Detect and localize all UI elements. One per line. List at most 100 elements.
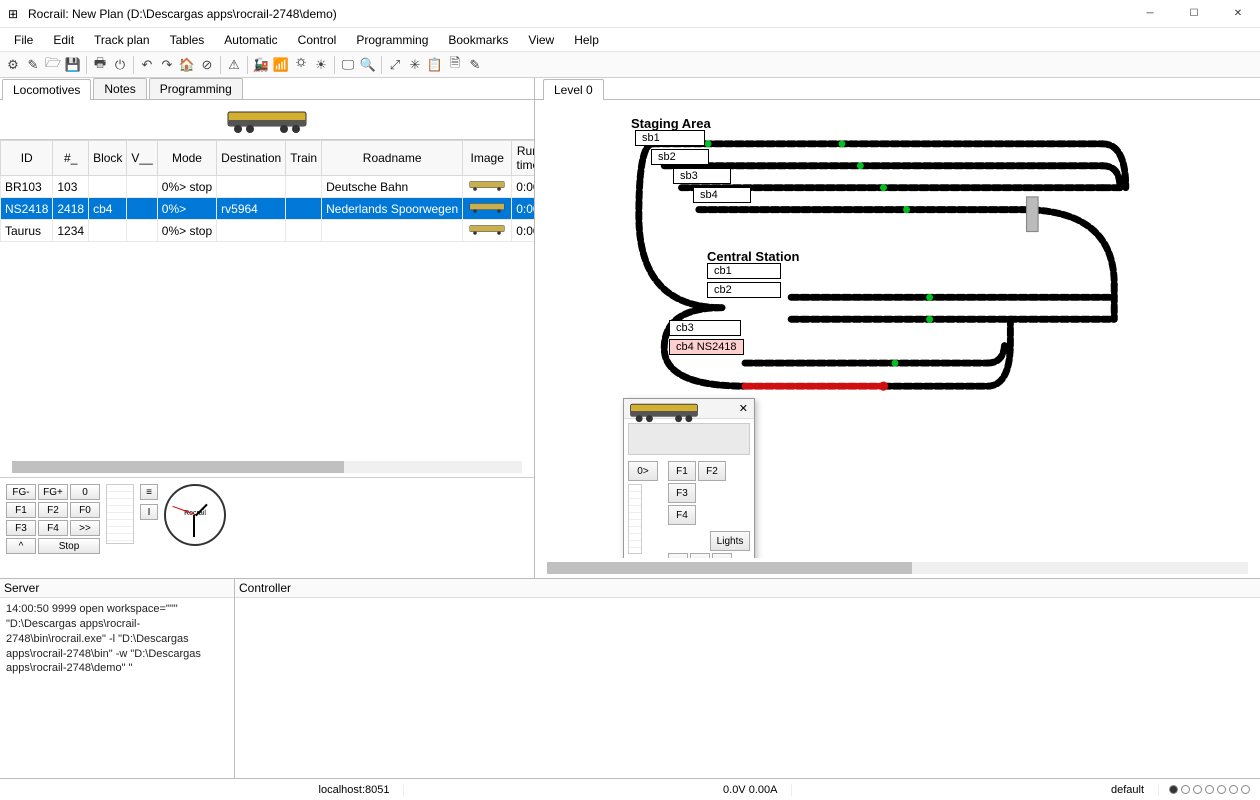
tab-level0[interactable]: Level 0 — [543, 79, 604, 100]
fn-btn-F0[interactable]: F0 — [70, 502, 100, 518]
minimize-button[interactable]: ─ — [1128, 0, 1172, 28]
fn-btn-F1[interactable]: F1 — [6, 502, 36, 518]
throttle-close-icon[interactable]: ✕ — [739, 402, 748, 415]
toolbar-btn-3[interactable]: 💾 — [64, 56, 82, 74]
status-power: 0.0V 0.00A — [709, 784, 792, 796]
fn-btn-FG-[interactable]: FG- — [6, 484, 36, 500]
menu-track-plan[interactable]: Track plan — [84, 30, 160, 50]
menu-tables[interactable]: Tables — [160, 30, 215, 50]
log-area: Server 14:00:50 9999 open workspace=""" … — [0, 578, 1260, 778]
toolbar-btn-20[interactable]: 🗎 — [446, 56, 464, 74]
col-[interactable]: #_ — [53, 141, 89, 176]
table-hscroll[interactable] — [12, 461, 522, 473]
block-sb3[interactable]: sb3 — [673, 168, 731, 184]
toolbar-btn-18[interactable]: ✳ — [406, 56, 424, 74]
menu-bookmarks[interactable]: Bookmarks — [438, 30, 518, 50]
lights-button[interactable]: Lights — [710, 531, 750, 551]
menu-view[interactable]: View — [518, 30, 564, 50]
fn-btn-0[interactable]: 0 — [70, 484, 100, 500]
fn-btn-^[interactable]: ^ — [6, 538, 36, 554]
toolbar-btn-5[interactable]: ⏻ — [111, 56, 129, 74]
throttle-small->>[interactable]: >> — [712, 553, 732, 558]
fn-btn-FG+[interactable]: FG+ — [38, 484, 68, 500]
block-cb3[interactable]: cb3 — [669, 320, 741, 336]
toolbar-btn-15[interactable]: 🖵 — [339, 56, 357, 74]
toolbar-btn-8[interactable]: 🏠 — [178, 56, 196, 74]
tab-locomotives[interactable]: Locomotives — [2, 79, 91, 100]
menu-file[interactable]: File — [4, 30, 43, 50]
menu-programming[interactable]: Programming — [346, 30, 438, 50]
fn-btn->>[interactable]: >> — [70, 520, 100, 536]
toolbar-btn-6[interactable]: ↶ — [138, 56, 156, 74]
col-mode[interactable]: Mode — [157, 141, 216, 176]
block-sb1[interactable]: sb1 — [635, 130, 705, 146]
toolbar-btn-19[interactable]: 📋 — [426, 56, 444, 74]
speed-slider[interactable] — [106, 484, 134, 544]
throttle-f2[interactable]: F2 — [698, 461, 726, 481]
menu-bar: FileEditTrack planTablesAutomaticControl… — [0, 28, 1260, 52]
block-sb2[interactable]: sb2 — [651, 149, 709, 165]
table-row[interactable]: NS24182418cb40%>rv5964Nederlands Spoorwe… — [1, 198, 535, 220]
col-destination[interactable]: Destination — [217, 141, 286, 176]
table-row[interactable]: Taurus12340%> stop0:00 — [1, 220, 535, 242]
menu-control[interactable]: Control — [288, 30, 347, 50]
controller-log[interactable] — [235, 598, 1260, 778]
table-row[interactable]: BR1031030%> stopDeutsche Bahn0:00 — [1, 176, 535, 198]
fn-btn-F2[interactable]: F2 — [38, 502, 68, 518]
maximize-button[interactable]: ☐ — [1172, 0, 1216, 28]
track-plan[interactable]: Staging AreaCentral Stationsb1sb2sb3sb4c… — [535, 100, 1260, 558]
tab-notes[interactable]: Notes — [93, 78, 146, 99]
toolbar-btn-17[interactable]: ⤢ — [386, 56, 404, 74]
loco-table[interactable]: ID#_BlockV__ModeDestinationTrainRoadname… — [0, 140, 534, 242]
toolbar-btn-11[interactable]: 🚂 — [252, 56, 270, 74]
fn-btn-F4[interactable]: F4 — [38, 520, 68, 536]
slider-btn-2[interactable]: I — [140, 504, 158, 520]
server-log[interactable]: 14:00:50 9999 open workspace=""" "D:\Des… — [0, 598, 234, 778]
col-image[interactable]: Image — [463, 141, 512, 176]
menu-help[interactable]: Help — [564, 30, 609, 50]
close-button[interactable]: ✕ — [1216, 0, 1260, 28]
col-train[interactable]: Train — [286, 141, 322, 176]
col-block[interactable]: Block — [89, 141, 127, 176]
level-tabs: Level 0 — [535, 78, 1260, 100]
fn-btn-F3[interactable]: F3 — [6, 520, 36, 536]
toolbar-btn-21[interactable]: ✎ — [466, 56, 484, 74]
throttle-f1[interactable]: F1 — [668, 461, 696, 481]
block-cb1[interactable]: cb1 — [707, 263, 781, 279]
menu-edit[interactable]: Edit — [43, 30, 84, 50]
throttle-small-^[interactable]: ^ — [668, 553, 688, 558]
toolbar-btn-9[interactable]: ⊘ — [198, 56, 216, 74]
throttle-speed[interactable]: 0> — [628, 461, 658, 481]
controller-header: Controller — [235, 579, 1260, 598]
toolbar-btn-13[interactable]: 🌣 — [292, 56, 310, 74]
block-cb2[interactable]: cb2 — [707, 282, 781, 298]
toolbar-btn-1[interactable]: ✎ — [24, 56, 42, 74]
toolbar-btn-16[interactable]: 🔍 — [359, 56, 377, 74]
status-bar: localhost:8051 0.0V 0.00A default — [0, 778, 1260, 800]
col-id[interactable]: ID — [1, 141, 53, 176]
toolbar-btn-7[interactable]: ↷ — [158, 56, 176, 74]
throttle-f4[interactable]: F4 — [668, 505, 696, 525]
slider-btn-1[interactable]: ≡ — [140, 484, 158, 500]
block-sb4[interactable]: sb4 — [693, 187, 751, 203]
throttle-loco-img — [628, 423, 750, 455]
toolbar-btn-0[interactable]: ⚙ — [4, 56, 22, 74]
plan-hscroll[interactable] — [547, 562, 1248, 574]
col-roadname[interactable]: Roadname — [322, 141, 463, 176]
throttle-small-FG[interactable]: FG — [690, 553, 710, 558]
toolbar-btn-10[interactable]: ⚠ — [225, 56, 243, 74]
throttle-popup[interactable]: ◔ NS2418 ✕ 0> F1F2F3 F4 — [623, 398, 755, 558]
throttle-slider[interactable] — [628, 484, 642, 554]
tab-programming[interactable]: Programming — [149, 78, 243, 99]
throttle-f3[interactable]: F3 — [668, 483, 696, 503]
led-6 — [1241, 785, 1250, 794]
toolbar-btn-14[interactable]: ☀ — [312, 56, 330, 74]
toolbar-btn-4[interactable]: 🖶 — [91, 56, 109, 74]
toolbar-btn-2[interactable]: 🗁 — [44, 56, 62, 74]
col-v[interactable]: V__ — [127, 141, 157, 176]
fn-btn-Stop[interactable]: Stop — [38, 538, 100, 554]
col-runtime[interactable]: Run time — [512, 141, 534, 176]
toolbar-btn-12[interactable]: 📶 — [272, 56, 290, 74]
block-cb4[interactable]: cb4 NS2418 — [669, 339, 744, 355]
menu-automatic[interactable]: Automatic — [214, 30, 287, 50]
